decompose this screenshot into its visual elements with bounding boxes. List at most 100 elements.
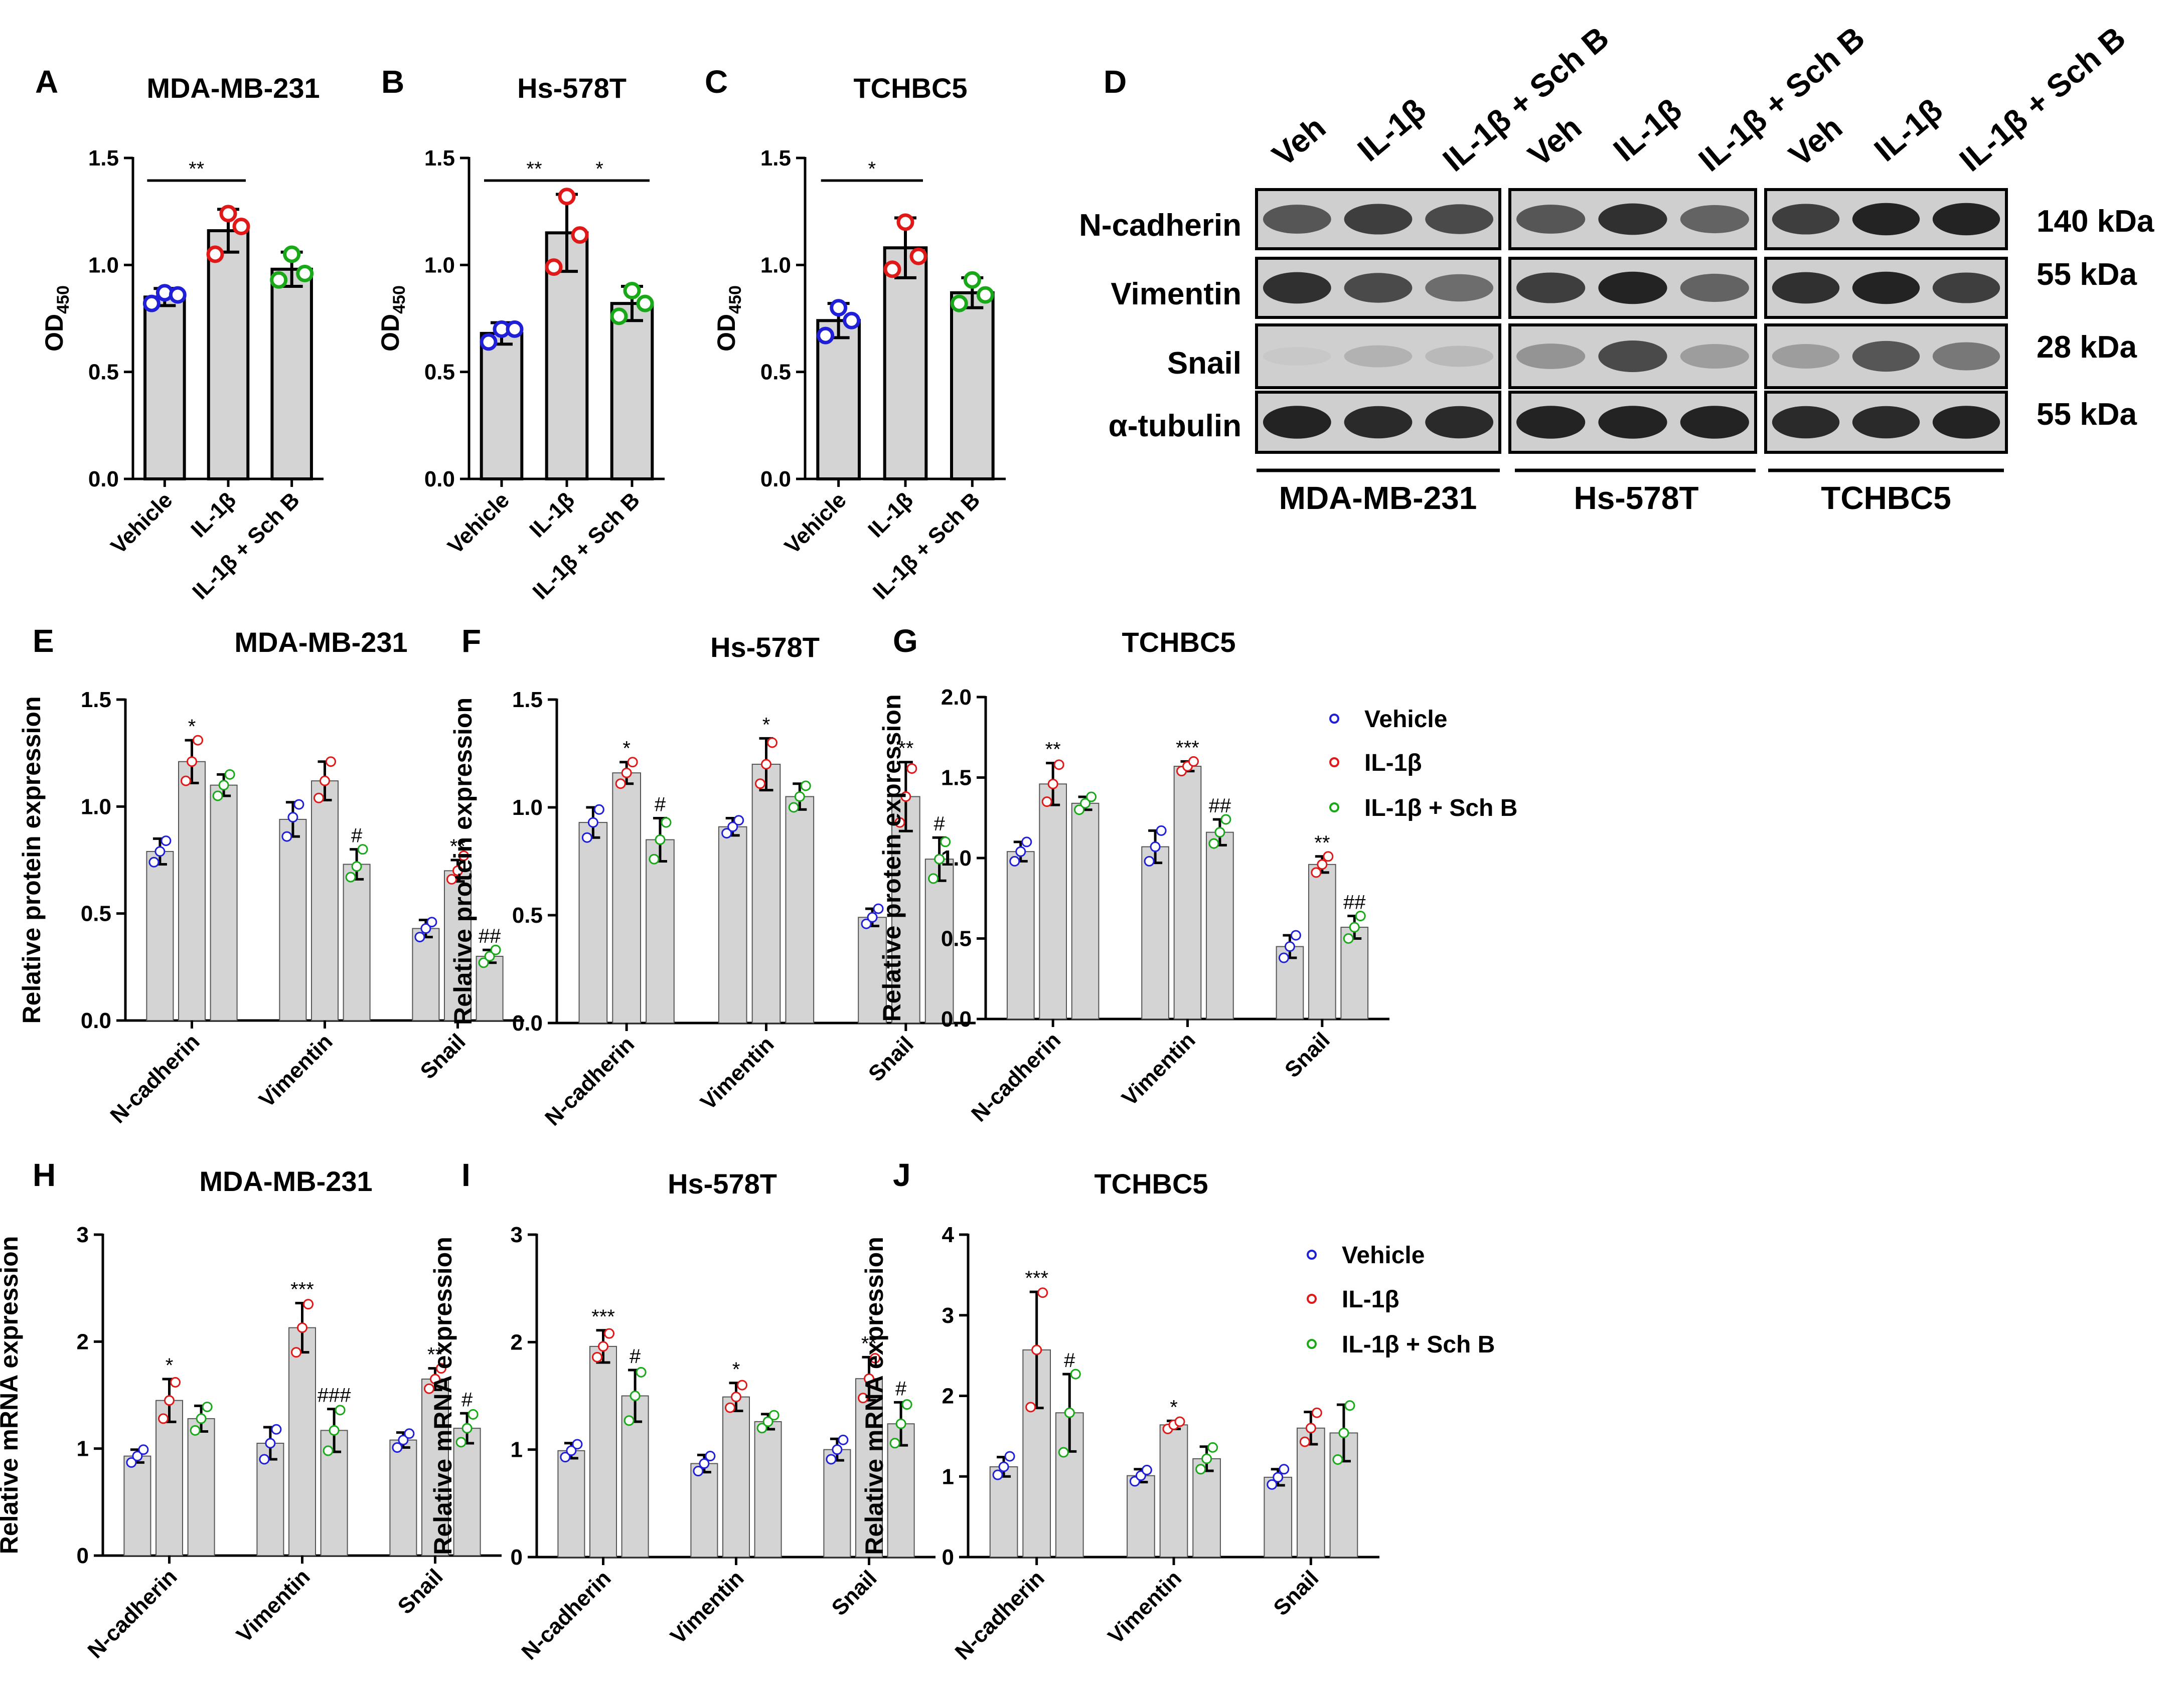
- data-point: [1317, 859, 1328, 870]
- blot-rows: [1255, 188, 2008, 454]
- bar: [311, 780, 339, 1021]
- data-point: [196, 1413, 207, 1424]
- data-point: [202, 1401, 213, 1412]
- cell-line-label-3: TCHBC5: [1821, 480, 1951, 516]
- y-tick-label: 1.0: [81, 794, 111, 819]
- y-tick-label: 3: [77, 1223, 89, 1247]
- data-point: [838, 1434, 849, 1445]
- data-point: [963, 271, 981, 289]
- data-point: [1343, 933, 1354, 944]
- data-point: [623, 282, 641, 300]
- bar: [891, 796, 920, 1024]
- data-point: [329, 1425, 340, 1436]
- y-tick-label: 1.5: [512, 688, 543, 712]
- blot-band: [1932, 342, 2000, 371]
- data-point: [320, 775, 330, 786]
- data-point: [169, 286, 187, 304]
- data-point: [461, 1423, 473, 1434]
- data-point: [314, 792, 324, 803]
- y-tick-label: 0.5: [760, 360, 791, 385]
- protein-label-snail: Snail: [1167, 346, 1241, 381]
- data-point: [794, 791, 805, 802]
- data-point: [218, 780, 229, 791]
- data-point: [426, 917, 437, 928]
- data-point: [721, 828, 732, 839]
- y-axis-label-main: OD: [40, 314, 68, 352]
- chart-title: TCHBC5: [853, 72, 967, 104]
- data-point: [976, 286, 994, 304]
- data-point: [768, 1410, 779, 1421]
- significance-label: *: [868, 158, 876, 180]
- bar: [718, 826, 747, 1024]
- data-point: [1338, 1427, 1349, 1438]
- blot-band: [1263, 406, 1331, 439]
- y-tick-label: 1.5: [760, 146, 791, 171]
- data-point: [545, 258, 563, 276]
- data-point: [1025, 1402, 1036, 1413]
- bar: [1159, 1424, 1188, 1558]
- significance-label: ##: [479, 925, 501, 947]
- legend-label-vehicle: Vehicle: [1342, 1242, 1425, 1269]
- y-axis-label-sub: 450: [54, 285, 73, 314]
- blot-band: [1680, 205, 1749, 234]
- data-point: [142, 294, 161, 312]
- data-point: [270, 271, 288, 289]
- data-point: [420, 923, 431, 934]
- data-point: [212, 790, 223, 801]
- significance-label: ***: [591, 1306, 615, 1328]
- y-axis-label: OD450: [40, 285, 73, 352]
- blot-band: [1425, 406, 1494, 439]
- data-point: [351, 861, 362, 872]
- bar: [288, 1327, 316, 1557]
- y-tick-label: 1.0: [941, 846, 972, 871]
- bar: [1173, 766, 1202, 1020]
- data-point: [593, 804, 604, 815]
- blot-band: [1772, 344, 1840, 369]
- data-point: [1349, 922, 1360, 933]
- data-point: [126, 1457, 137, 1468]
- blot-band: [1263, 347, 1331, 366]
- y-tick-label: 0.5: [88, 360, 119, 385]
- bar: [210, 784, 238, 1021]
- legend-marker-il1b: [1307, 1294, 1317, 1304]
- y-tick-label: 1.5: [81, 688, 111, 712]
- bar: [279, 818, 307, 1022]
- data-point: [566, 1445, 577, 1456]
- significance-label: *: [166, 1354, 174, 1377]
- blot-band: [1852, 406, 1920, 439]
- bar: [343, 864, 371, 1021]
- data-point: [138, 1444, 149, 1455]
- data-point: [623, 1415, 635, 1426]
- blot-band: [1344, 345, 1413, 368]
- significance-label: *: [188, 716, 196, 738]
- panel-label: E: [33, 623, 54, 659]
- data-point: [693, 1466, 704, 1477]
- y-tick-label: 3: [511, 1223, 523, 1247]
- significance-label: ##: [1209, 795, 1231, 817]
- data-point: [271, 1424, 282, 1435]
- significance-label: **: [861, 1332, 877, 1354]
- blot-band: [1598, 271, 1667, 304]
- blot-band: [1680, 344, 1749, 369]
- significance-label: #: [655, 794, 666, 816]
- bar: [785, 796, 815, 1024]
- data-point: [281, 831, 292, 842]
- bar: [1039, 783, 1067, 1020]
- data-point: [883, 260, 901, 278]
- data-point: [296, 264, 314, 282]
- data-point: [928, 873, 939, 884]
- data-point: [148, 857, 160, 868]
- data-point: [756, 1423, 767, 1434]
- data-point: [767, 737, 777, 748]
- y-tick-label: 1.5: [941, 766, 972, 790]
- y-tick-label: 4: [942, 1223, 955, 1247]
- bar: [1141, 846, 1169, 1020]
- y-axis-label-sub: 450: [726, 285, 745, 314]
- data-point: [357, 844, 368, 855]
- significance-label: *: [595, 158, 603, 180]
- bar: [143, 295, 186, 480]
- legend-label-vehicle: Vehicle: [1364, 706, 1447, 733]
- bar: [155, 1400, 183, 1557]
- data-point: [998, 1461, 1009, 1472]
- significance-label: **: [1314, 832, 1330, 854]
